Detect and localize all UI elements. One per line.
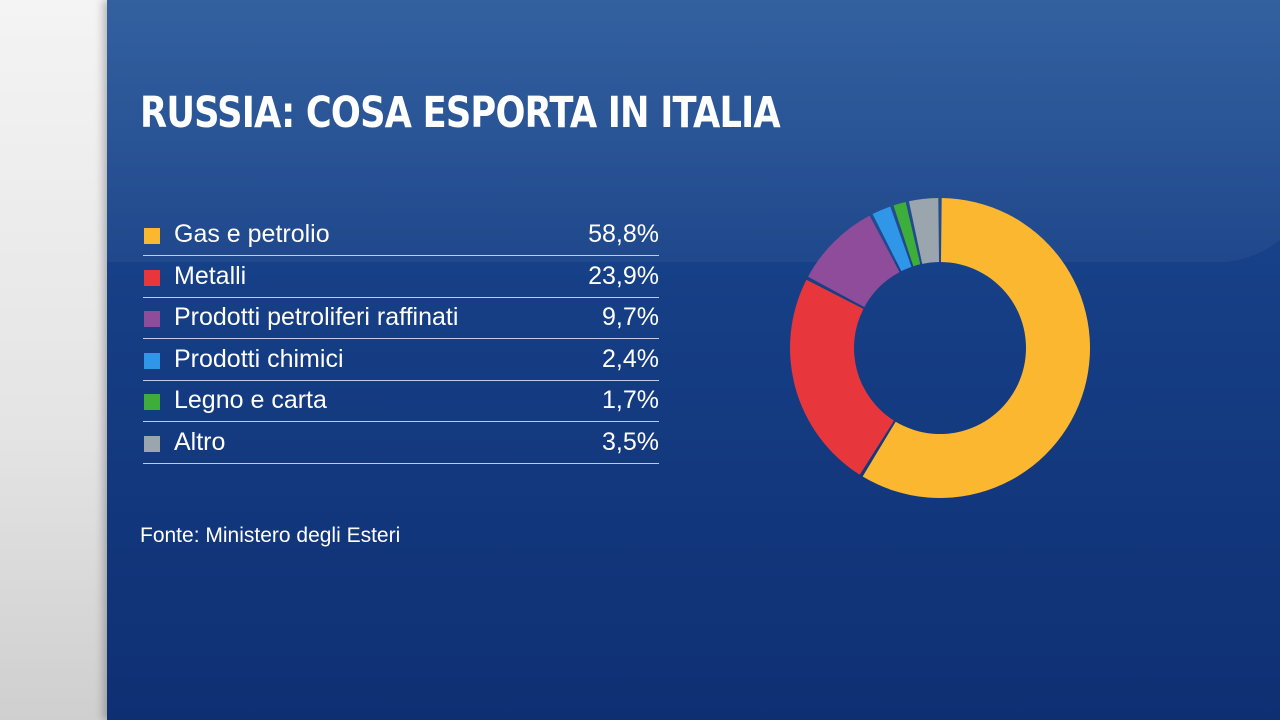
legend-swatch-legno (144, 394, 160, 410)
legend-value-raffinati: 9,7% (602, 303, 659, 331)
legend-label-metalli: Metalli (174, 261, 247, 290)
legend-row-altro: Altro 3,5% (143, 424, 659, 464)
left-side-panel (0, 0, 107, 720)
donut-slice-chimici (872, 206, 912, 272)
legend-table: Gas e petrolio 58,8% Metalli 23,9% Prodo… (143, 216, 659, 465)
legend-label-altro: Altro (174, 427, 226, 456)
legend-label-chimici: Prodotti chimici (174, 344, 344, 373)
source-note: Fonte: Ministero degli Esteri (140, 524, 401, 547)
legend-row-legno: Legno e carta 1,7% (143, 382, 659, 422)
legend-value-gas: 58,8% (588, 220, 659, 248)
donut-slice-gas (862, 198, 1090, 498)
legend-value-altro: 3,5% (602, 427, 659, 456)
chart-title: RUSSIA: COSA ESPORTA IN ITALIA (140, 88, 781, 138)
donut-slice-metalli (790, 279, 895, 475)
legend-row-metalli: Metalli 23,9% (143, 258, 659, 298)
donut-slice-legno (893, 201, 921, 267)
legend-label-raffinati: Prodotti petroliferi raffinati (174, 303, 459, 331)
legend-label-gas: Gas e petrolio (174, 220, 330, 248)
donut-slice-raffinati (808, 215, 900, 308)
legend-swatch-raffinati (144, 311, 160, 327)
legend-value-chimici: 2,4% (602, 344, 659, 373)
legend-row-chimici: Prodotti chimici 2,4% (143, 341, 659, 381)
donut-chart (790, 198, 1090, 498)
donut-slice-altro (908, 198, 940, 264)
legend-swatch-metalli (144, 269, 160, 286)
legend-swatch-altro (144, 435, 160, 452)
legend-label-legno: Legno e carta (174, 386, 327, 414)
legend-value-metalli: 23,9% (588, 261, 659, 290)
legend-swatch-chimici (144, 352, 160, 369)
legend-row-raffinati: Prodotti petroliferi raffinati 9,7% (143, 299, 659, 339)
legend-row-gas: Gas e petrolio 58,8% (143, 216, 659, 256)
legend-swatch-gas (144, 228, 160, 244)
legend-value-legno: 1,7% (602, 386, 659, 414)
